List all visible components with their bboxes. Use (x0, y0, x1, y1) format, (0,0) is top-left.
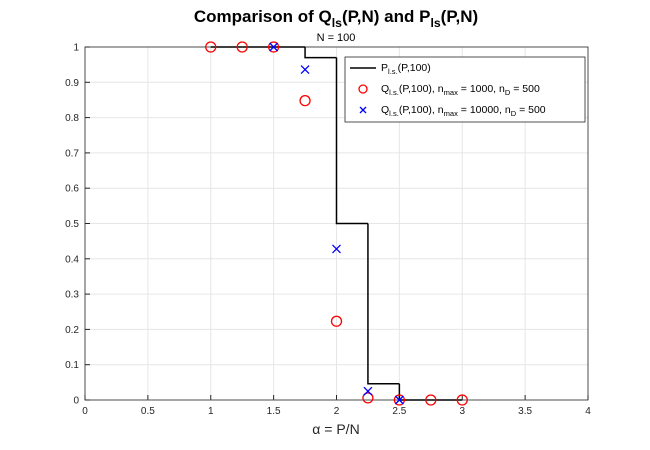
chart-subtitle: N = 100 (317, 32, 356, 44)
subscript: max (444, 109, 458, 118)
text-part: Q (381, 104, 389, 116)
marker-circle (205, 41, 217, 53)
marker-cross (332, 244, 341, 254)
y-tick-label: 0.7 (65, 148, 79, 159)
text-part: (P,100), n (399, 104, 444, 116)
subscript: l.s. (389, 109, 399, 118)
y-tick-label: 0.6 (65, 184, 79, 195)
y-tick-label: 1 (73, 43, 79, 54)
legend-swatch (358, 84, 368, 94)
chart-title: Comparison of Qls(P,N) and Pls(P,N) (194, 7, 478, 30)
legend-label: Ql.s.(P,100), nmax = 10000, nD = 500 (381, 104, 546, 118)
text-part: = 1000, n (458, 83, 505, 95)
step-line (335, 57, 368, 225)
y-tick-label: 0.9 (65, 78, 79, 89)
legend-swatch (359, 106, 367, 114)
marker-circle (362, 392, 374, 404)
subscript: D (511, 109, 517, 118)
y-tick-label: 0.5 (65, 219, 79, 230)
text-part: (P,N) (441, 7, 478, 26)
text-part: (P,100), n (399, 83, 444, 95)
text-part: Q (381, 83, 389, 95)
x-tick-label: 0.5 (141, 406, 155, 417)
text-part: P (381, 62, 388, 74)
plot-frame (84, 46, 589, 401)
marker-circle (456, 394, 468, 406)
x-tick-label: 2.5 (392, 406, 406, 417)
legend-label: Ql.s.(P,100), nmax = 1000, nD = 500 (381, 83, 540, 97)
marker-cross (300, 65, 310, 75)
subscript: ls (430, 16, 440, 30)
legend-box (344, 56, 586, 123)
marker-circle (330, 315, 343, 327)
y-tick-label: 0.8 (65, 113, 79, 124)
y-tick-label: 0 (73, 396, 79, 407)
subscript: D (505, 88, 511, 97)
x-axis-label: α = P/N (312, 421, 359, 437)
marker-cross (269, 42, 279, 52)
text-part: = 500 (516, 104, 546, 116)
y-tick-label: 0.1 (65, 360, 79, 371)
step-line (304, 47, 337, 59)
x-tick-label: 4 (585, 406, 591, 417)
step-line (367, 223, 400, 385)
marker-circle (299, 95, 311, 107)
text-part: Comparison of Q (194, 7, 332, 26)
x-tick-label: 2 (334, 406, 340, 417)
marker-circle (425, 394, 437, 406)
legend-label: Pl.s.(P,100) (381, 62, 431, 76)
marker-circle (267, 41, 280, 53)
marker-cross (363, 386, 373, 396)
text-part: (P,N) and P (342, 7, 430, 26)
x-tick-label: 0 (82, 406, 88, 417)
subscript: max (444, 88, 458, 97)
x-tick-label: 3.5 (518, 406, 532, 417)
marker-cross (394, 395, 404, 405)
subscript: ls (332, 16, 342, 30)
text-part: = 10000, n (458, 104, 511, 116)
text-part: (P,100) (398, 62, 431, 74)
subscript: l.s. (388, 67, 398, 76)
marker-circle (236, 41, 248, 53)
marker-circle (393, 394, 406, 406)
subscript: l.s. (389, 88, 399, 97)
y-tick-label: 0.4 (65, 254, 79, 265)
y-tick-label: 0.2 (65, 325, 79, 336)
x-tick-label: 3 (459, 406, 465, 417)
x-tick-label: 1.5 (267, 406, 281, 417)
text-part: = 500 (510, 83, 540, 95)
y-tick-label: 0.3 (65, 290, 79, 301)
x-tick-label: 1 (208, 406, 214, 417)
